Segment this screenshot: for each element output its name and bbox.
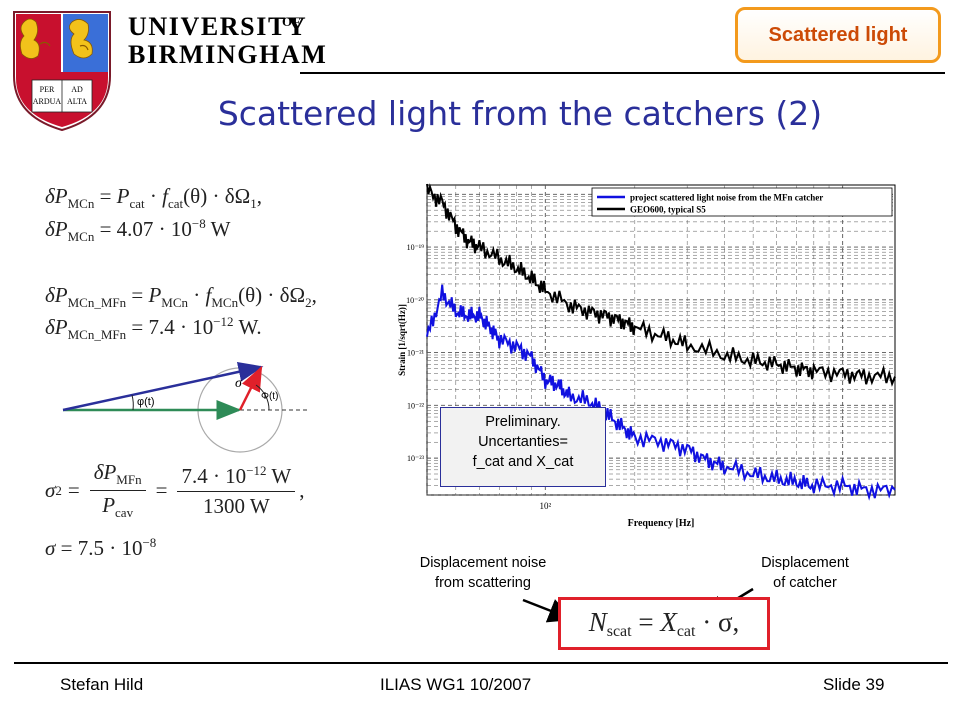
preliminary-note-line: Preliminary. [485, 414, 561, 430]
equation-6: σ = 7.5 · 10−8 [45, 535, 157, 560]
y-axis-label: Strain [1/sqrt(Hz)] [397, 304, 407, 376]
crest-motto-right-bottom: ALTA [67, 97, 87, 106]
legend-box [591, 187, 893, 217]
preliminary-note-line: f_cat and X_cat [472, 454, 574, 470]
y-tick-label: 10⁻²¹ [407, 349, 425, 358]
preliminary-note-line: Uncertanties= [478, 434, 568, 450]
equation-2: δPMCn = 4.07 · 10−8 W [45, 216, 231, 244]
scatter-noise-formula-box: Nscat = Xcat · σ, [558, 597, 770, 650]
chart-ticks: 10⁻¹⁹ 10⁻²⁰ 10⁻²¹ 10⁻²² 10⁻²³ 10² [406, 243, 551, 511]
university-crest-logo: PER ARDUA AD ALTA [13, 11, 111, 132]
footer-author: Stefan Hild [60, 675, 144, 694]
big-phi-label: Φ(t) [261, 391, 278, 402]
legend-label: project scattered light noise from the M… [630, 193, 823, 203]
series-line-geo600 [426, 183, 896, 387]
callout-displacement-catcher: Displacement of catcher [761, 555, 849, 591]
university-name-of: OF [282, 14, 302, 29]
sigma-label: σ [235, 376, 243, 391]
university-name-line1: UNIVERSITY [128, 12, 308, 41]
equation-1: δPMCn = Pcat · fcat(θ) · δΩ1, [45, 184, 262, 211]
footer-divider [14, 662, 948, 664]
header-divider [300, 72, 945, 74]
crest-motto-left-top: PER [40, 85, 55, 94]
phi-label: φ(t) [137, 396, 155, 408]
equation-3: δPMCn_MFn = PMCn · fMCn(θ) · δΩ2, [45, 283, 317, 310]
crest-motto-right-top: AD [71, 85, 83, 94]
series-line-scattered-light [426, 284, 896, 501]
scatter-vector [238, 365, 263, 411]
preliminary-note: Preliminary. Uncertanties= f_cat and X_c… [440, 407, 606, 487]
footer-slide-number: Slide 39 [823, 675, 885, 694]
chart-series [426, 183, 896, 501]
x-axis-label: Frequency [Hz] [628, 518, 695, 529]
y-tick-label: 10⁻¹⁹ [407, 243, 425, 252]
footer-event: ILIAS WG1 10/2007 [380, 675, 532, 694]
university-name-line2: BIRMINGHAM [128, 40, 328, 69]
y-tick-label: 10⁻²⁰ [406, 296, 424, 305]
y-tick-label: 10⁻²² [407, 401, 425, 410]
equation-4: δPMCn_MFn = 7.4 · 10−12 W. [45, 314, 262, 342]
slide-title: Scattered light from the catchers (2) [217, 94, 823, 133]
chart-legend: project scattered light noise from the M… [591, 187, 893, 217]
callout-displacement-noise: Displacement noise from scattering [419, 555, 547, 591]
y-tick-label: 10⁻²³ [407, 454, 425, 463]
resultant-vector [62, 362, 264, 412]
topic-tag: Scattered light [735, 7, 941, 63]
x-tick-label: 10² [539, 501, 551, 511]
crest-motto-left-bottom: ARDUA [33, 97, 62, 106]
legend-label: GEO600, typical S5 [630, 205, 706, 215]
scatter-noise-formula: Nscat = Xcat · σ, [588, 606, 740, 640]
phasor-diagram: φ(t) σ Φ(t) [62, 362, 307, 453]
